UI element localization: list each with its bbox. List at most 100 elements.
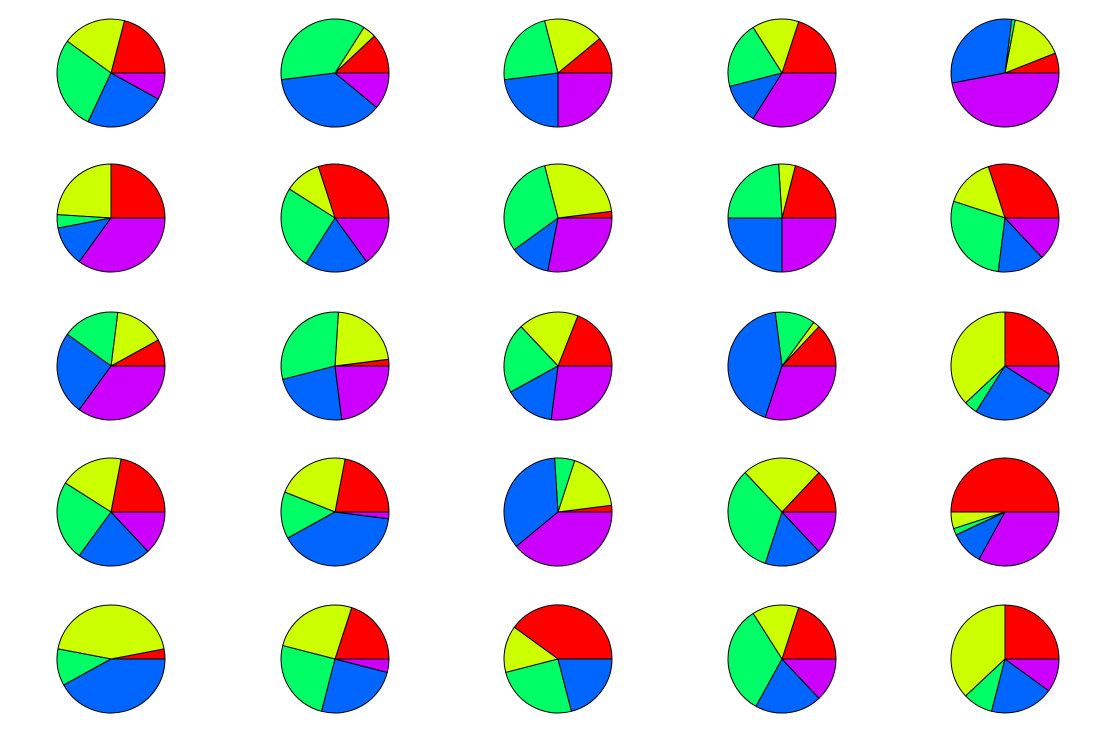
pie-18-slice-blue <box>503 457 559 547</box>
pie-1-slice-magenta <box>110 72 166 100</box>
pie-chart-6 <box>56 163 166 273</box>
pie-11-slice-yellow <box>110 311 159 367</box>
pie-19-slice-magenta <box>781 511 837 552</box>
pie-23-slice-green <box>505 658 572 714</box>
pie-chart-12 <box>280 311 390 421</box>
pie-chart-21 <box>56 604 166 714</box>
pie-10-slice-green <box>950 200 1006 273</box>
pie-13-slice-yellow <box>520 311 579 367</box>
pie-6-slice-red <box>110 163 166 219</box>
pie-8-slice-magenta <box>547 217 613 273</box>
pie-10-slice-red <box>987 163 1060 219</box>
pie-16-slice-red <box>110 458 166 513</box>
pie-19-slice-yellow <box>744 457 820 513</box>
pie-22-slice-magenta <box>334 658 390 673</box>
pie-25-slice-magenta <box>1004 658 1060 692</box>
pie-3-slice-blue <box>503 72 559 128</box>
pie-25-slice-yellow <box>950 604 1006 697</box>
pie-10-slice-magenta <box>1004 217 1060 258</box>
pie-chart-8 <box>503 163 613 273</box>
pie-24-slice-blue <box>755 658 820 714</box>
pie-14-slice-blue <box>727 311 783 418</box>
pie-chart-13 <box>503 311 613 421</box>
pie-6-slice-magenta <box>78 217 166 273</box>
pie-5-slice-magenta <box>951 72 1060 128</box>
pie-1-slice-green <box>56 40 112 123</box>
pie-18-slice-yellow <box>557 460 613 513</box>
pie-15-slice-yellow <box>950 311 1006 404</box>
pie-11-slice-magenta <box>78 365 166 421</box>
pie-21-slice-yellow <box>57 604 165 660</box>
pie-16-slice-yellow <box>64 457 122 513</box>
pie-25-slice-blue <box>991 658 1050 714</box>
pie-22-slice-yellow <box>282 604 353 660</box>
pie-2-slice-green <box>280 18 365 81</box>
pie-5-slice-yellow <box>1004 19 1056 74</box>
pie-chart-11 <box>56 311 166 421</box>
pie-14-slice-magenta <box>764 365 837 421</box>
pie-19-slice-blue <box>764 511 820 567</box>
pie-12-slice-magenta <box>334 365 390 421</box>
pie-chart-7 <box>280 163 390 273</box>
pie-1-slice-red <box>110 20 166 74</box>
pie-chart-14 <box>727 311 837 421</box>
pie-4-slice-green <box>727 26 783 87</box>
pie-3-slice-magenta <box>557 72 613 128</box>
pie-15-slice-blue <box>975 365 1052 421</box>
pie-chart-23 <box>503 604 613 714</box>
pie-chart-2 <box>280 18 390 128</box>
pie-24-slice-magenta <box>781 658 837 699</box>
pie-chart-18 <box>503 457 613 567</box>
pie-1-slice-yellow <box>66 18 125 74</box>
pie-2-slice-magenta <box>334 72 390 108</box>
pie-chart-3 <box>503 18 613 128</box>
pie-8-slice-green <box>503 165 559 251</box>
pie-11-slice-green <box>66 311 119 367</box>
pie-chart-9 <box>727 163 837 273</box>
pie-chart-20 <box>950 457 1060 567</box>
pie-7-slice-blue <box>305 217 368 273</box>
pie-16-slice-green <box>56 482 112 557</box>
pie-13-slice-red <box>557 315 613 367</box>
pie-chart-4 <box>727 18 837 128</box>
pie-15-slice-magenta <box>1004 365 1060 396</box>
pie-2-slice-blue <box>280 72 378 128</box>
pie-23-slice-blue <box>557 658 613 712</box>
pie-22-slice-green <box>280 645 336 712</box>
pie-24-slice-red <box>781 607 837 660</box>
pie-15-slice-red <box>1004 311 1060 367</box>
pie-8-slice-yellow <box>544 163 613 219</box>
pie-16-slice-blue <box>78 511 149 567</box>
pie-3-slice-yellow <box>544 18 601 74</box>
pie-11-slice-blue <box>56 333 112 411</box>
pie-9-slice-green <box>727 163 783 219</box>
pie-4-slice-magenta <box>752 72 837 128</box>
pie-20-slice-red <box>950 457 1060 513</box>
pie-17-slice-red <box>334 458 390 513</box>
pie-7-slice-red <box>317 163 390 219</box>
pie-13-slice-green <box>503 326 559 393</box>
pie-3-slice-green <box>503 20 559 81</box>
pie-12-slice-blue <box>282 365 343 421</box>
pie-13-slice-blue <box>510 365 559 421</box>
pie-chart-17 <box>280 457 390 567</box>
pie-17-slice-yellow <box>284 457 346 513</box>
pie-chart-15 <box>950 311 1060 421</box>
pie-16-slice-magenta <box>110 511 166 552</box>
pie-6-slice-yellow <box>56 163 112 219</box>
pie-9-slice-blue <box>727 217 783 273</box>
pie-23-slice-red <box>513 604 613 660</box>
pie-chart-22 <box>280 604 390 714</box>
pie-7-slice-green <box>280 188 336 265</box>
pie-21-slice-blue <box>63 658 166 714</box>
pie-22-slice-red <box>334 607 390 660</box>
pie-chart-19 <box>727 457 837 567</box>
pie-chart-10 <box>950 163 1060 273</box>
pie-17-slice-blue <box>287 511 390 567</box>
pie-4-slice-red <box>781 21 837 74</box>
pie-12-slice-yellow <box>334 311 390 367</box>
pie-25-slice-red <box>1004 604 1060 660</box>
pie-9-slice-magenta <box>781 217 837 273</box>
pie-chart-1 <box>56 18 166 128</box>
pie-chart-16 <box>56 457 166 567</box>
